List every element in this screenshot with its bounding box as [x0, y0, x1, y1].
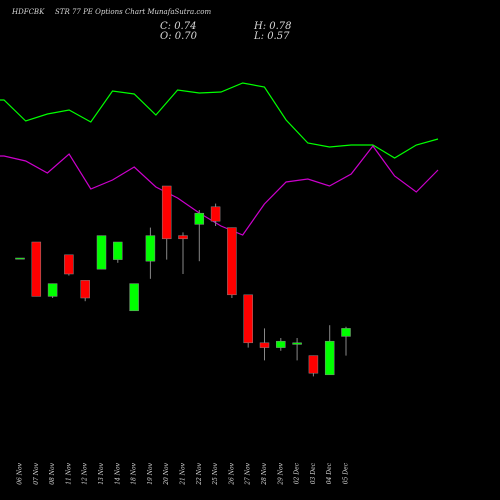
candle-body — [15, 257, 25, 260]
candle-body — [31, 241, 42, 297]
candle — [243, 294, 253, 348]
high-value: H: 0.78 — [254, 21, 292, 32]
x-tick-label: 07 Nov — [33, 462, 40, 484]
candle-body — [194, 212, 205, 225]
x-tick-label: 28 Nov — [261, 462, 268, 485]
candle-body — [161, 185, 172, 240]
x-tick-label: 19 Nov — [147, 462, 154, 484]
candle-body — [243, 294, 253, 344]
candle — [341, 326, 351, 356]
x-tick-label: 08 Nov — [49, 462, 56, 484]
indicator-line-1 — [0, 82, 439, 159]
low-value: L: 0.57 — [254, 31, 290, 42]
candle — [161, 185, 172, 260]
x-tick-label: 02 Dec — [294, 462, 301, 484]
candle-body — [145, 235, 156, 262]
candle — [80, 280, 90, 302]
indicator-line-2 — [0, 144, 439, 236]
open-value: O: 0.70 — [160, 31, 198, 42]
candle — [178, 232, 188, 274]
candle — [227, 227, 237, 298]
candle-body — [292, 342, 302, 345]
x-tick-label: 26 Nov — [228, 462, 235, 485]
candle — [194, 210, 205, 262]
candle — [324, 325, 335, 376]
x-tick-label: 21 Nov — [180, 462, 187, 485]
candle-body — [259, 342, 270, 348]
x-tick-label: 27 Nov — [245, 462, 252, 485]
x-tick-label: 04 Dec — [326, 462, 333, 484]
candle — [31, 241, 42, 297]
x-axis-labels: 06 Nov 07 Nov 08 Nov 11 Nov 12 Nov 13 Nov 14 N… — [17, 462, 350, 485]
x-tick-label: 29 Nov — [277, 462, 284, 485]
candle — [276, 338, 286, 351]
x-tick-label: 11 Nov — [65, 462, 72, 484]
candle — [113, 241, 123, 263]
x-tick-label: 20 Nov — [163, 462, 170, 485]
x-tick-label: 25 Nov — [212, 462, 219, 485]
candle-body — [96, 235, 107, 270]
x-tick-label: 14 Nov — [114, 462, 121, 484]
candle-body — [324, 340, 335, 376]
x-tick-label: 18 Nov — [131, 462, 138, 484]
x-tick-label: 06 Nov — [17, 462, 24, 484]
candle-body — [276, 340, 286, 348]
candle — [210, 203, 221, 226]
candle — [259, 328, 270, 361]
candle — [15, 257, 25, 260]
candle-body — [113, 241, 123, 260]
x-tick-label: 13 Nov — [98, 462, 105, 484]
candle — [145, 227, 156, 279]
candle-body — [210, 206, 221, 222]
candles — [15, 185, 351, 377]
candle-body — [308, 355, 319, 374]
close-value: C: 0.74 — [160, 21, 197, 32]
x-tick-label: 03 Dec — [310, 462, 317, 484]
candle — [308, 355, 319, 377]
candle-body — [178, 235, 188, 240]
x-tick-label: 22 Nov — [196, 462, 203, 485]
ticker-label: HDFCBK — [12, 8, 45, 16]
candle — [292, 338, 302, 361]
candle — [96, 235, 107, 270]
candle — [129, 283, 139, 312]
candle — [64, 254, 74, 276]
candle-body — [341, 328, 351, 337]
x-tick-label: 12 Nov — [82, 462, 89, 484]
candle-body — [64, 254, 74, 275]
chart-subtitle: STR 77 PE Options Chart MunafaSutra.com — [55, 8, 212, 16]
candle — [47, 283, 58, 298]
candle-body — [129, 283, 139, 312]
candle-body — [47, 283, 58, 297]
indicator-lines — [0, 82, 439, 236]
x-tick-label: 05 Dec — [343, 462, 350, 484]
candle-body — [80, 280, 90, 299]
candle-body — [227, 227, 237, 296]
